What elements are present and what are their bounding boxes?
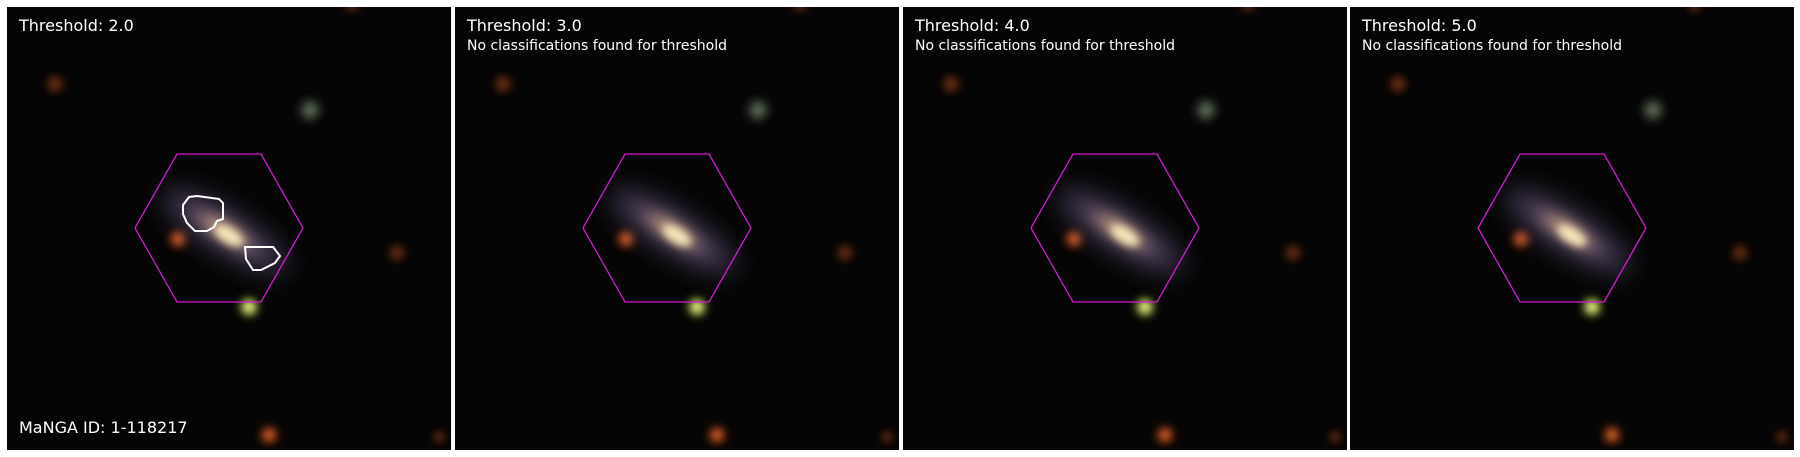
panel-note: No classifications found for threshold	[915, 38, 1175, 54]
hexagon-bundle-outline	[1030, 153, 1200, 303]
galaxy-image	[455, 7, 899, 450]
panel-threshold-3: Threshold: 3.0 No classifications found …	[455, 7, 899, 450]
panel-title: Threshold: 5.0	[1362, 16, 1477, 35]
panel-threshold-4: Threshold: 4.0 No classifications found …	[903, 7, 1347, 450]
manga-id-label: MaNGA ID: 1-118217	[19, 418, 188, 437]
panel-threshold-5: Threshold: 5.0 No classifications found …	[1350, 7, 1794, 450]
classification-contour	[243, 246, 282, 271]
panel-title: Threshold: 4.0	[915, 16, 1030, 35]
panel-note: No classifications found for threshold	[1362, 38, 1622, 54]
galaxy-image	[1350, 7, 1794, 450]
hexagon-bundle-outline	[134, 153, 304, 303]
classification-contour	[182, 194, 224, 232]
panel-title: Threshold: 2.0	[19, 16, 134, 35]
galaxy-image	[903, 7, 1347, 450]
panel-note: No classifications found for threshold	[467, 38, 727, 54]
hexagon-bundle-outline	[582, 153, 752, 303]
panel-title: Threshold: 3.0	[467, 16, 582, 35]
panel-threshold-2: Threshold: 2.0 MaNGA ID: 1-118217	[7, 7, 451, 450]
galaxy-image	[7, 7, 451, 450]
hexagon-bundle-outline	[1477, 153, 1647, 303]
